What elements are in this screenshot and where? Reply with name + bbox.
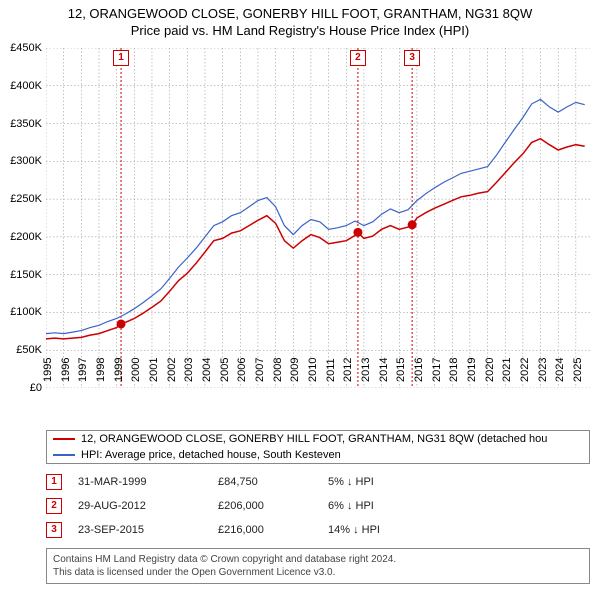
event-dot [117, 319, 126, 328]
x-tick-label: 2001 [148, 358, 160, 382]
x-tick-label: 2022 [519, 358, 531, 382]
legend-swatch [53, 454, 75, 456]
y-tick-label: £50K [16, 344, 46, 356]
y-gridlines [46, 48, 590, 388]
x-tick-label: 1999 [113, 358, 125, 382]
x-tick-label: 2020 [484, 358, 496, 382]
sales-row: 2 29-AUG-2012£206,0006% ↓ HPI [46, 494, 590, 518]
y-tick-label: £400K [10, 80, 46, 92]
x-tick-label: 2000 [130, 358, 142, 382]
x-tick-label: 2004 [201, 358, 213, 382]
sales-marker: 1 [46, 474, 62, 490]
y-tick-label: £350K [10, 118, 46, 130]
legend-row: HPI: Average price, detached house, Sout… [47, 447, 589, 463]
x-tick-label: 1995 [42, 358, 54, 382]
sales-row: 1 31-MAR-1999£84,7505% ↓ HPI [46, 470, 590, 494]
sales-date: 31-MAR-1999 [78, 476, 218, 488]
x-tick-label: 2017 [431, 358, 443, 382]
x-tick-label: 2018 [448, 358, 460, 382]
x-tick-label: 2016 [413, 358, 425, 382]
event-dot [408, 220, 417, 229]
y-tick-label: £200K [10, 231, 46, 243]
x-tick-label: 2021 [501, 358, 513, 382]
event-number-box: 1 [113, 50, 129, 66]
sales-date: 29-AUG-2012 [78, 500, 218, 512]
sales-diff: 14% ↓ HPI [328, 524, 448, 536]
x-tick-label: 2011 [325, 358, 337, 382]
x-tick-label: 2025 [572, 358, 584, 382]
chart-svg [46, 48, 590, 388]
event-dot [353, 228, 362, 237]
sales-price: £216,000 [218, 524, 328, 536]
legend-label: HPI: Average price, detached house, Sout… [81, 449, 341, 461]
x-tick-label: 2013 [360, 358, 372, 382]
x-tick-label: 2012 [342, 358, 354, 382]
legend-label: 12, ORANGEWOOD CLOSE, GONERBY HILL FOOT,… [81, 433, 547, 445]
x-tick-label: 1997 [77, 358, 89, 382]
x-tick-label: 2002 [166, 358, 178, 382]
x-tick-label: 2008 [272, 358, 284, 382]
event-number-box: 2 [350, 50, 366, 66]
y-tick-label: £300K [10, 155, 46, 167]
series-hpi [46, 99, 585, 333]
y-tick-label: £0 [30, 382, 46, 394]
sales-row: 3 23-SEP-2015£216,00014% ↓ HPI [46, 518, 590, 542]
y-tick-label: £450K [10, 42, 46, 54]
x-tick-label: 2005 [219, 358, 231, 382]
legend: 12, ORANGEWOOD CLOSE, GONERBY HILL FOOT,… [46, 430, 590, 464]
x-tick-label: 2019 [466, 358, 478, 382]
event-number-box: 3 [404, 50, 420, 66]
x-tick-label: 2007 [254, 358, 266, 382]
series-lines [46, 99, 585, 339]
x-tick-label: 2023 [537, 358, 549, 382]
x-tick-label: 1996 [60, 358, 72, 382]
sales-date: 23-SEP-2015 [78, 524, 218, 536]
sales-diff: 5% ↓ HPI [328, 476, 448, 488]
sales-price: £206,000 [218, 500, 328, 512]
title-block: 12, ORANGEWOOD CLOSE, GONERBY HILL FOOT,… [0, 0, 600, 38]
x-tick-label: 2010 [307, 358, 319, 382]
y-tick-label: £250K [10, 193, 46, 205]
x-tick-label: 2003 [183, 358, 195, 382]
y-tick-label: £150K [10, 269, 46, 281]
series-property [46, 139, 585, 339]
legend-row: 12, ORANGEWOOD CLOSE, GONERBY HILL FOOT,… [47, 431, 589, 447]
legend-swatch [53, 438, 75, 440]
chart-container: 12, ORANGEWOOD CLOSE, GONERBY HILL FOOT,… [0, 0, 600, 584]
x-tick-label: 2006 [236, 358, 248, 382]
x-tick-label: 2015 [395, 358, 407, 382]
chart-subtitle: Price paid vs. HM Land Registry's House … [0, 23, 600, 38]
sales-price: £84,750 [218, 476, 328, 488]
x-tick-label: 2009 [289, 358, 301, 382]
attribution-footer: Contains HM Land Registry data © Crown c… [46, 548, 590, 584]
x-gridlines [46, 48, 576, 388]
x-tick-label: 2024 [554, 358, 566, 382]
chart-title: 12, ORANGEWOOD CLOSE, GONERBY HILL FOOT,… [0, 6, 600, 21]
sales-table: 1 31-MAR-1999£84,7505% ↓ HPI 2 29-AUG-2012£… [46, 470, 590, 542]
footer-line-1: Contains HM Land Registry data © Crown c… [53, 553, 583, 566]
event-vertical-lines [121, 48, 412, 388]
sales-diff: 6% ↓ HPI [328, 500, 448, 512]
footer-line-2: This data is licensed under the Open Gov… [53, 566, 583, 579]
sales-marker: 2 [46, 498, 62, 514]
x-tick-label: 1998 [95, 358, 107, 382]
sales-marker: 3 [46, 522, 62, 538]
y-tick-label: £100K [10, 306, 46, 318]
x-tick-label: 2014 [378, 358, 390, 382]
plot-area: £0£50K£100K£150K£200K£250K£300K£350K£400… [46, 48, 590, 388]
